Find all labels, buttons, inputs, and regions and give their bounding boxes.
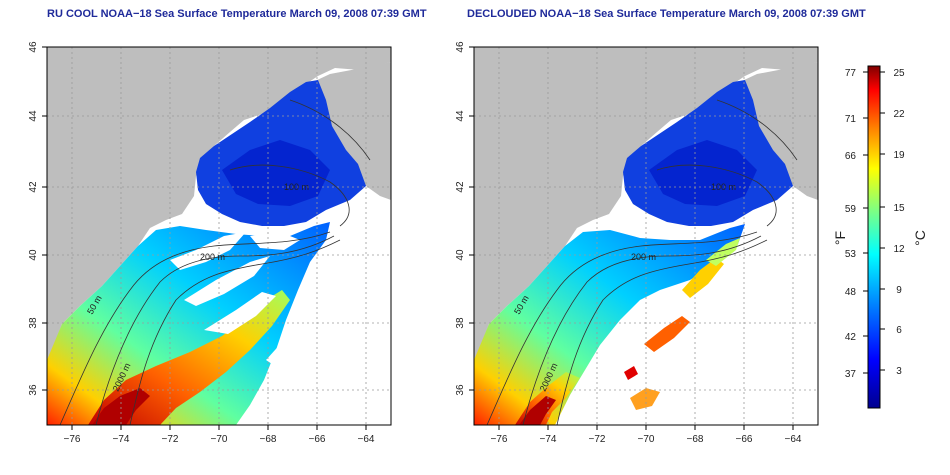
lon-tick: −70 [211,434,228,445]
colorbar-c-tick: 22 [893,109,905,120]
cloud-streaks [170,232,302,372]
lon-tick: −72 [162,434,179,445]
lat-lon-grid [474,47,818,425]
lat-tick: 36 [455,384,466,396]
lon-tick: −72 [589,434,606,445]
colorbar-c-tick: 9 [896,285,902,296]
colorbar-f-tick: 37 [845,369,857,380]
lat-lon-grid [47,47,391,425]
panel-title-declouded: DECLOUDED NOAA−18 Sea Surface Temperatur… [467,8,866,20]
lat-tick: 42 [455,181,466,193]
lat-tick-labels: 36 38 40 42 44 46 [455,41,466,396]
sst-shelf [47,222,330,425]
sst-shelf [474,224,745,425]
colorbar-f-tick: 77 [845,68,857,79]
colorbar-gradient [867,65,881,409]
colorbar-f-tick: 48 [845,287,857,298]
lon-tick: −68 [687,434,704,445]
lat-tick: 40 [28,249,39,261]
sst-gulf-deep [222,140,330,206]
axis-ticks [42,46,367,430]
lat-tick: 40 [455,249,466,261]
sst-hot-core [519,396,556,425]
lon-tick: −64 [785,434,802,445]
colorbar-f-tick: 66 [845,151,857,162]
land-maine-coast [727,62,818,152]
colorbar-c-tick: 6 [896,325,902,336]
lon-tick: −76 [64,434,81,445]
colorbar-f-tick: 59 [845,204,857,215]
lon-tick: −66 [736,434,753,445]
colorbar-c-tick: 19 [893,150,905,161]
colorbar-celsius-labels: 25 22 19 15 12 9 6 3 [893,68,905,377]
lon-tick: −76 [491,434,508,445]
lon-tick: −66 [309,434,326,445]
lon-tick: −74 [113,434,130,445]
sst-hot-core [92,388,150,425]
lon-tick: −74 [540,434,557,445]
lon-tick: −64 [358,434,375,445]
contour-label-200m: 200 m [200,252,225,262]
contour-label-100m: 100 m [711,182,736,192]
sst-gulf-deep [649,140,757,206]
lon-tick: −68 [260,434,277,445]
colorbar-c-tick: 25 [893,68,905,79]
contour-label-100m: 100 m [284,182,309,192]
lat-tick: 46 [455,41,466,53]
lat-tick: 44 [28,110,39,122]
lat-tick: 38 [455,317,466,329]
lat-tick: 38 [28,317,39,329]
panel-title-raw: RU COOL NOAA−18 Sea Surface Temperature … [47,8,427,20]
colorbar-ticks [863,71,885,374]
lon-tick-labels: −76 −74 −72 −70 −68 −66 −64 [491,434,802,445]
colorbar-f-tick: 71 [845,114,857,125]
land-mass [474,47,818,360]
lat-tick: 46 [28,41,39,53]
lon-tick-labels: −76 −74 −72 −70 −68 −66 −64 [64,434,375,445]
land-mass [47,47,391,360]
lon-tick: −70 [638,434,655,445]
map-panel-declouded: 50 m 200 m 2000 m 100 m −76 −74 −72 −70 … [455,41,819,445]
colorbar-c-tick: 3 [896,366,902,377]
contour-label-200m: 200 m [631,252,656,262]
lat-tick: 36 [28,384,39,396]
lat-tick: 42 [28,181,39,193]
lat-tick-labels: 36 38 40 42 44 46 [28,41,39,396]
colorbar-fahrenheit-labels: 77 71 66 59 53 48 42 37 [845,68,857,380]
colorbar-c-tick: 15 [893,203,905,214]
bathymetry-contours [486,99,798,426]
bathymetry-contours [59,99,371,426]
axis-ticks [469,46,794,430]
colorbar-f-tick: 42 [845,332,857,343]
colorbar-fahrenheit-title: °F [832,231,848,245]
map-panel-raw: 50 m 200 m 2000 m 100 m −76 −74 −72 −70 … [28,41,392,445]
colorbar-celsius-title: °C [912,230,928,246]
land-maine-coast [300,62,391,152]
colorbar-f-tick: 53 [845,249,857,260]
colorbar: 77 71 66 59 53 48 42 37 25 22 19 15 12 9… [832,65,928,409]
lat-tick: 44 [455,110,466,122]
colorbar-c-tick: 12 [893,244,905,255]
